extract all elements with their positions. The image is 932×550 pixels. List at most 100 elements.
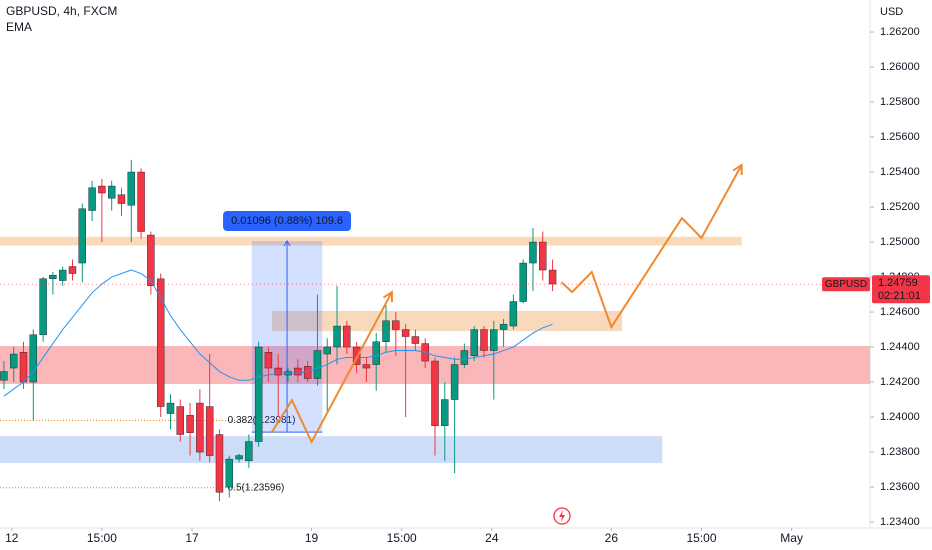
candle-body xyxy=(519,262,527,302)
projection-arrowhead xyxy=(382,290,393,303)
ema-line xyxy=(3,269,553,397)
candle-body xyxy=(294,367,302,376)
x-tick-label: 26 xyxy=(605,531,619,545)
candle-body xyxy=(392,320,400,330)
zone xyxy=(271,310,623,332)
candle-body xyxy=(264,352,273,369)
zone xyxy=(0,236,742,246)
candle-body xyxy=(137,171,145,232)
candle-body xyxy=(186,415,194,433)
fib-label: 0.5(1.23596) xyxy=(228,482,285,493)
x-tick-label: 15:00 xyxy=(686,531,716,545)
x-tick-label: 12 xyxy=(5,531,19,545)
event-icon-bolt xyxy=(559,510,565,522)
y-tick-label: 1.23600 xyxy=(880,481,920,493)
candle-body xyxy=(68,266,77,274)
y-tick-label: 1.26000 xyxy=(880,61,920,73)
candle-body xyxy=(88,187,96,211)
y-tick-label: 1.26200 xyxy=(880,26,920,38)
measure-pill xyxy=(223,210,352,231)
candle-body xyxy=(411,336,420,344)
x-tick-label: 19 xyxy=(305,531,319,545)
candle-body xyxy=(10,353,18,369)
measure-arrowhead xyxy=(283,240,291,247)
y-tick-label: 1.25400 xyxy=(880,166,920,178)
event-icon[interactable] xyxy=(553,507,571,525)
measure-label: 0.01096 (0.88%) 109.6 xyxy=(231,215,343,227)
candle-body xyxy=(323,346,331,355)
candle-body xyxy=(401,329,410,337)
candle-body xyxy=(343,325,351,348)
candle-body xyxy=(147,234,155,286)
candle-body xyxy=(460,350,469,365)
x-tick-label: 15:00 xyxy=(387,531,417,545)
y-tick-label: 1.23800 xyxy=(880,446,920,458)
candle-body xyxy=(441,399,449,426)
candle-body xyxy=(59,269,67,281)
candle-body xyxy=(490,329,498,351)
x-tick-label: 15:00 xyxy=(87,531,117,545)
candle-body xyxy=(176,406,184,435)
y-tick-label: 1.25200 xyxy=(880,201,920,213)
candle-body xyxy=(382,320,390,342)
zone xyxy=(0,436,663,464)
candle-body xyxy=(313,350,322,379)
y-tick-label: 1.24000 xyxy=(880,411,920,423)
y-tick-label: 1.25600 xyxy=(880,131,920,143)
candle-body xyxy=(470,329,478,356)
candle-body xyxy=(156,278,165,407)
candle-body xyxy=(245,441,253,461)
y-tick-label: 1.23400 xyxy=(880,516,920,528)
candle-body xyxy=(19,352,28,383)
candle-body xyxy=(205,406,214,456)
x-tick-label: 17 xyxy=(185,531,199,545)
candle-body xyxy=(0,371,8,381)
price-tag xyxy=(872,275,930,304)
y-tick-label: 1.24600 xyxy=(880,306,920,318)
candle-body xyxy=(196,402,204,453)
x-tick-label: 24 xyxy=(485,531,499,545)
indicator-label: EMA xyxy=(6,20,32,34)
candle-body xyxy=(39,278,47,335)
candle-body xyxy=(166,402,175,414)
candle-body xyxy=(333,325,341,348)
candle-body xyxy=(29,334,38,383)
candle-body xyxy=(539,241,547,271)
projection-path xyxy=(560,164,743,330)
candle-body xyxy=(274,367,282,376)
candle-body xyxy=(225,458,233,488)
candle-body xyxy=(235,455,243,460)
symbol-tag-label: GBPUSD xyxy=(825,279,867,290)
y-tick-label: 1.25000 xyxy=(880,236,920,248)
candle-body xyxy=(127,171,135,206)
candle-body xyxy=(107,185,116,199)
y-tick-label: 1.24400 xyxy=(880,341,920,353)
x-tick-label: May xyxy=(780,531,803,545)
candle-body xyxy=(98,185,106,194)
y-tick-label: 1.25800 xyxy=(880,96,920,108)
candle-body xyxy=(372,341,380,365)
candle-body xyxy=(117,194,126,204)
candle-body xyxy=(548,269,557,285)
candle-body xyxy=(529,241,537,264)
y-tick-label: 1.24200 xyxy=(880,376,920,388)
candle-body xyxy=(362,364,371,369)
candle-body xyxy=(49,275,57,279)
price-tag-value: 1.24759 xyxy=(878,277,918,289)
candle-body xyxy=(78,208,86,264)
projection-path xyxy=(271,291,393,445)
symbol-tag xyxy=(822,277,870,292)
price-tag-countdown: 02:21:01 xyxy=(878,290,921,302)
candle-body xyxy=(215,434,224,493)
candle-body xyxy=(352,346,361,365)
candle-body xyxy=(509,301,518,327)
candle-body xyxy=(450,364,459,400)
projection-arrowhead xyxy=(732,163,743,176)
candle-body xyxy=(499,324,508,330)
chart-title: GBPUSD, 4h, FXCM xyxy=(6,4,117,18)
candle-body xyxy=(480,329,488,351)
currency-label: USD xyxy=(880,6,903,18)
candle-body xyxy=(254,346,263,442)
